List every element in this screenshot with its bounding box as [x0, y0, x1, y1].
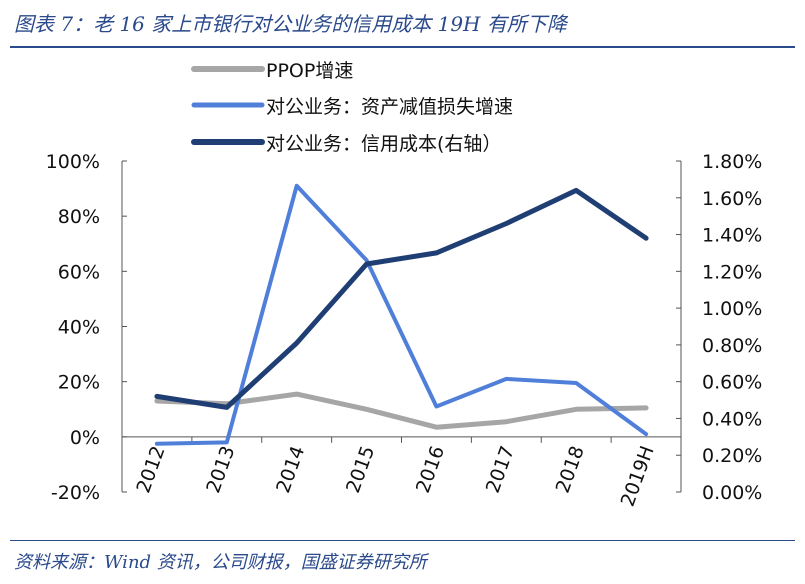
left-tick-label: 20% [58, 372, 100, 394]
right-tick-label: 1.40% [702, 225, 762, 247]
source-note: 资料来源：Wind 资讯，公司财报，国盛证券研究所 [14, 552, 427, 573]
left-tick-label: -20% [51, 482, 100, 504]
x-tick-label: 2016 [412, 443, 449, 496]
legend-label-2: 对公业务：资产减值损失增速 [266, 96, 513, 118]
right-tick-label: 1.80% [702, 151, 762, 173]
left-tick-label: 0% [70, 427, 100, 449]
series-line-3 [154, 187, 649, 410]
left-tick-label: 100% [46, 151, 100, 173]
right-tick-label: 1.60% [702, 188, 762, 210]
source-divider [10, 540, 795, 541]
x-tick-label: 2019H [617, 443, 659, 509]
axes: 100% 80% 60% 40% 20% 0% -20% 1.80% 1.60% 1.40% 1.2… [46, 151, 763, 509]
legend-label-3: 对公业务：信用成本(右轴） [266, 133, 501, 155]
x-tick-label: 2014 [272, 443, 309, 496]
right-tick-label: 0.80% [702, 335, 762, 357]
legend-label-1: PPOP增速 [266, 60, 353, 82]
right-tick-label: 0.40% [702, 408, 762, 430]
chart-title: 图表 7：老 16 家上市银行对公业务的信用成本 19H 有所下降 [14, 12, 567, 36]
right-tick-label: 0.60% [702, 372, 762, 394]
title-divider [10, 46, 795, 48]
right-tick-label: 1.00% [702, 298, 762, 320]
series-lines [154, 183, 649, 446]
x-tick-label: 2013 [202, 443, 239, 496]
left-tick-label: 60% [58, 261, 100, 283]
right-tick-label: 0.20% [702, 445, 762, 467]
right-tick-label: 0.00% [702, 482, 762, 504]
left-tick-label: 40% [58, 317, 100, 339]
x-tick-label: 2015 [342, 443, 379, 496]
x-tick-label: 2012 [132, 443, 169, 496]
left-tick-label: 80% [58, 206, 100, 228]
right-tick-label: 1.20% [702, 261, 762, 283]
x-tick-label: 2017 [482, 443, 519, 496]
x-tick-label: 2018 [552, 443, 589, 496]
